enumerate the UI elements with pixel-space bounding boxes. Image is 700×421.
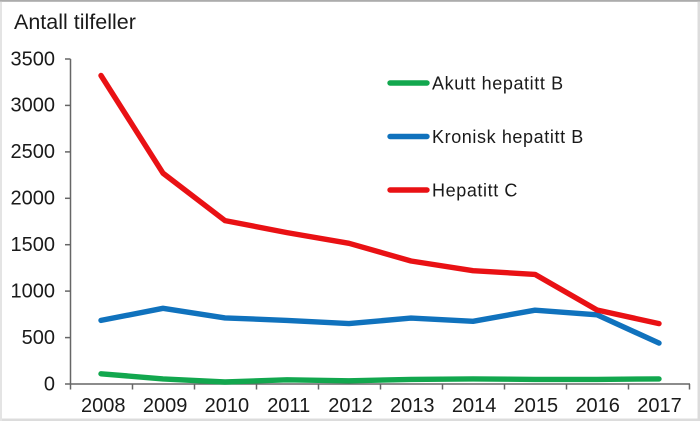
- svg-text:Kronisk hepatitt B: Kronisk hepatitt B: [432, 127, 584, 147]
- svg-text:500: 500: [22, 327, 55, 349]
- svg-text:2013: 2013: [390, 395, 435, 417]
- svg-text:Antall tilfeller: Antall tilfeller: [14, 10, 136, 34]
- svg-text:2008: 2008: [81, 395, 126, 417]
- svg-text:2011: 2011: [267, 395, 310, 417]
- svg-text:2000: 2000: [11, 188, 56, 210]
- svg-text:2014: 2014: [452, 395, 497, 417]
- svg-text:3500: 3500: [11, 48, 56, 70]
- svg-text:Hepatitt C: Hepatitt C: [432, 181, 518, 201]
- svg-text:0: 0: [44, 373, 55, 395]
- svg-text:2010: 2010: [205, 395, 250, 417]
- svg-text:2016: 2016: [575, 395, 620, 417]
- svg-text:2015: 2015: [514, 395, 559, 417]
- svg-text:2500: 2500: [11, 141, 56, 163]
- svg-text:1000: 1000: [11, 280, 56, 302]
- svg-text:2017: 2017: [637, 395, 682, 417]
- svg-text:2009: 2009: [143, 395, 188, 417]
- svg-text:2012: 2012: [328, 395, 373, 417]
- svg-text:3000: 3000: [11, 95, 56, 117]
- svg-text:Akutt hepatitt B: Akutt hepatitt B: [432, 74, 564, 94]
- svg-text:1500: 1500: [11, 234, 56, 256]
